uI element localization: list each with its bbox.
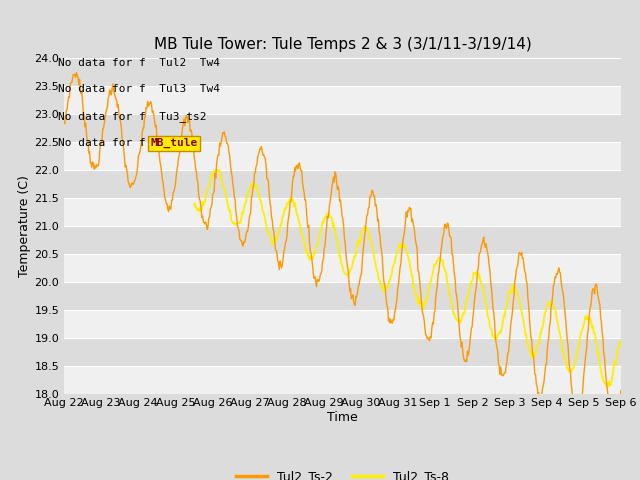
Bar: [64, 366, 621, 394]
Y-axis label: Temperature (C): Temperature (C): [19, 175, 31, 276]
Text: No data for f  Tul2  Tw4: No data for f Tul2 Tw4: [58, 58, 220, 68]
Bar: [64, 85, 621, 114]
Bar: [64, 142, 621, 169]
Bar: [64, 310, 621, 337]
Legend: Tul2_Ts-2, Tul2_Ts-8: Tul2_Ts-2, Tul2_Ts-8: [231, 465, 454, 480]
X-axis label: Time: Time: [327, 411, 358, 424]
Bar: [64, 198, 621, 226]
Text: No data for f: No data for f: [58, 138, 160, 148]
Title: MB Tule Tower: Tule Temps 2 & 3 (3/1/11-3/19/14): MB Tule Tower: Tule Temps 2 & 3 (3/1/11-…: [154, 37, 531, 52]
Bar: [64, 253, 621, 282]
Text: No data for f  Tu3_ts2: No data for f Tu3_ts2: [58, 111, 207, 122]
Text: MB_tule: MB_tule: [150, 138, 198, 148]
Text: No data for f  Tul3  Tw4: No data for f Tul3 Tw4: [58, 84, 220, 95]
